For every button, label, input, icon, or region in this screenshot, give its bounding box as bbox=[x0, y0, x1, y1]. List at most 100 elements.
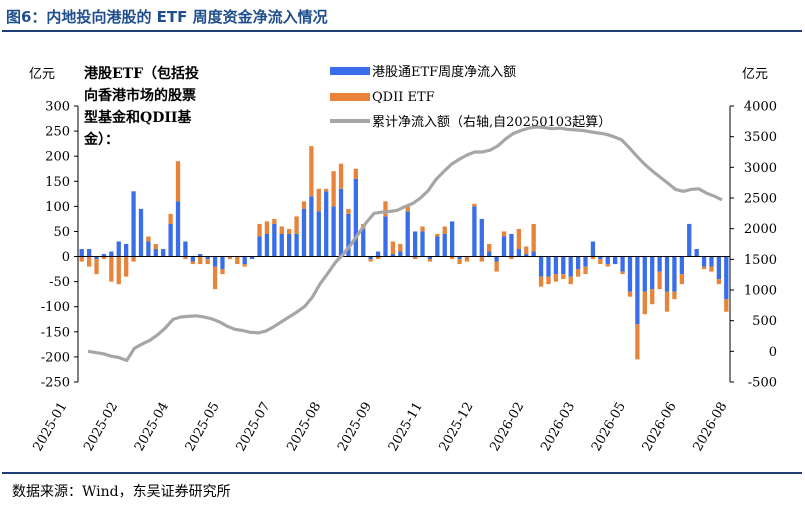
etf-bar bbox=[212, 256, 218, 267]
etf-bar bbox=[249, 256, 255, 260]
annotation: 港股ETF（包括投 向香港市场的股票 型基金和QDII基 金）： bbox=[83, 65, 199, 148]
etf-bar bbox=[116, 241, 121, 257]
left-tick-label: -200 bbox=[41, 350, 70, 365]
qdii-bar bbox=[627, 291, 633, 297]
qdii-bar bbox=[124, 256, 129, 277]
qdii-bar bbox=[598, 259, 603, 265]
qdii-bar bbox=[442, 226, 447, 234]
legend-swatch-series2 bbox=[330, 93, 370, 101]
left-tick-label: -100 bbox=[41, 300, 70, 315]
qdii-bar bbox=[724, 299, 729, 312]
qdii-bar bbox=[79, 256, 84, 262]
qdii-bar bbox=[398, 244, 403, 252]
etf-bar bbox=[79, 249, 84, 257]
legend-swatch-series1 bbox=[330, 67, 370, 75]
qdii-bar bbox=[272, 218, 277, 224]
annotation-line: 型基金和QDII基 bbox=[84, 109, 192, 126]
qdii-bar bbox=[375, 256, 381, 260]
right-axis-unit: 亿元 bbox=[742, 67, 768, 82]
etf-bar bbox=[724, 256, 729, 300]
etf-bar bbox=[412, 231, 418, 257]
etf-bar bbox=[657, 256, 662, 272]
qdii-bar bbox=[220, 269, 225, 275]
qdii-bar bbox=[427, 259, 433, 262]
figure-title: 图6：内地投向港股的 ETF 周度资金净流入情况 bbox=[6, 8, 328, 26]
left-axis-unit: 亿元 bbox=[29, 67, 55, 82]
etf-bar bbox=[642, 256, 647, 292]
etf-bar bbox=[353, 178, 358, 257]
etf-bar bbox=[583, 256, 588, 267]
etf-bar bbox=[220, 256, 225, 270]
right-tick-label: -500 bbox=[748, 376, 777, 391]
x-tick-label: 2026-08 bbox=[690, 400, 730, 454]
etf-bar bbox=[553, 256, 559, 275]
etf-bar bbox=[531, 251, 536, 257]
qdii-bar bbox=[279, 226, 284, 234]
qdii-bar bbox=[175, 161, 181, 202]
legend: 港股通ETF周度净流入额 QDII ETF 累计净流入额（右轴,自2025010… bbox=[330, 64, 611, 130]
etf-bar bbox=[205, 256, 210, 260]
right-tick-label: 2000 bbox=[744, 222, 777, 237]
left-tick-label: 0 bbox=[62, 250, 70, 265]
etf-bar bbox=[701, 256, 707, 267]
etf-bar bbox=[679, 256, 684, 275]
qdii-bar bbox=[568, 276, 573, 285]
legend-label-series2: QDII ETF bbox=[372, 90, 435, 105]
etf-bar bbox=[590, 241, 596, 257]
etf-bar bbox=[472, 206, 477, 257]
qdii-bar bbox=[516, 228, 521, 250]
qdii-bar bbox=[338, 163, 344, 189]
etf-bar bbox=[168, 223, 173, 257]
etf-bar bbox=[338, 188, 344, 257]
etf-bar bbox=[605, 256, 610, 265]
etf-bar bbox=[664, 256, 670, 292]
right-tick-label: 0 bbox=[769, 345, 777, 360]
etf-bar bbox=[635, 256, 640, 325]
qdii-bar bbox=[301, 201, 307, 209]
qdii-bar bbox=[257, 223, 262, 237]
etf-bar bbox=[709, 256, 714, 267]
qdii-bar bbox=[294, 216, 299, 234]
etf-bar bbox=[294, 233, 299, 257]
etf-bar bbox=[183, 241, 188, 257]
right-tick-label: 2500 bbox=[744, 192, 777, 207]
etf-bar bbox=[124, 244, 129, 257]
etf-bar bbox=[598, 256, 603, 260]
qdii-bar bbox=[146, 236, 151, 242]
etf-bar bbox=[86, 249, 92, 257]
qdii-bar bbox=[509, 256, 514, 260]
right-tick-label: 1000 bbox=[744, 284, 777, 299]
etf-bar bbox=[568, 256, 573, 277]
etf-bar bbox=[331, 206, 336, 257]
right-tick-label: 500 bbox=[752, 314, 777, 329]
etf-bar bbox=[627, 256, 633, 292]
left-tick-label: 150 bbox=[45, 175, 70, 190]
qdii-bar bbox=[487, 244, 492, 252]
etf-bar bbox=[109, 251, 114, 257]
etf-bar bbox=[509, 233, 514, 257]
left-tick-label: -50 bbox=[49, 275, 70, 290]
qdii-bar bbox=[575, 269, 581, 277]
etf-bar bbox=[287, 233, 292, 257]
qdii-bar bbox=[501, 231, 507, 237]
etf-bar bbox=[361, 228, 366, 257]
etf-bar bbox=[501, 236, 507, 257]
x-tick-label: 2025-05 bbox=[183, 400, 223, 454]
qdii-bar bbox=[457, 259, 462, 265]
etf-bar bbox=[716, 256, 722, 280]
etf-bar bbox=[420, 231, 425, 257]
etf-bar bbox=[687, 223, 692, 257]
top-rule bbox=[2, 30, 802, 32]
etf-bar bbox=[309, 196, 314, 257]
etf-bar bbox=[101, 254, 107, 257]
x-tick-label: 2026-05 bbox=[589, 400, 629, 454]
qdii-bar bbox=[205, 259, 210, 265]
etf-bar bbox=[242, 256, 247, 265]
qdii-bar bbox=[242, 264, 247, 267]
qdii-bar bbox=[405, 206, 410, 212]
qdii-bar bbox=[464, 256, 470, 262]
qdii-bar bbox=[620, 271, 625, 275]
etf-bar bbox=[316, 211, 321, 257]
qdii-bar bbox=[657, 271, 662, 290]
legend-label-series1: 港股通ETF周度净流入额 bbox=[372, 64, 516, 80]
